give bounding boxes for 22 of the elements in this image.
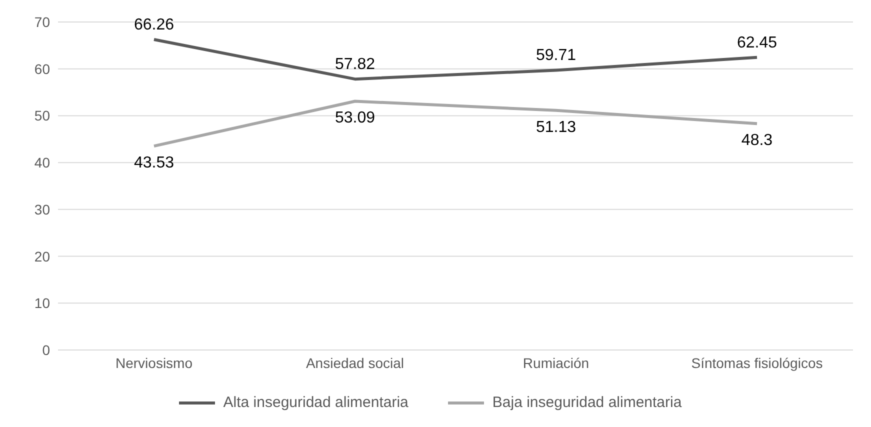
x-tick-label: Rumiación [522, 354, 590, 371]
legend-label: Alta inseguridad alimentaria [223, 394, 408, 411]
x-tick-label: Ansiedad social [306, 354, 404, 371]
y-tick-label: 50 [34, 108, 50, 124]
legend-label: Baja inseguridad alimentaria [492, 394, 682, 411]
y-tick-label: 20 [34, 248, 50, 264]
y-tick-label: 40 [34, 154, 50, 171]
y-tick-label: 30 [34, 201, 50, 218]
data-label: 59.71 [536, 47, 576, 64]
y-tick-label: 70 [34, 14, 50, 30]
data-label: 57.82 [334, 56, 376, 74]
x-tick-label: Síntomas fisiológicos [691, 354, 823, 371]
data-label: 51.13 [536, 118, 576, 136]
data-label: 53.09 [334, 110, 376, 127]
data-label: 43.53 [134, 154, 174, 172]
y-tick-label: 0 [42, 342, 50, 358]
data-label: 66.26 [134, 16, 174, 34]
x-tick-label: Nerviosismo [115, 354, 193, 371]
data-label: 48.3 [741, 132, 773, 150]
y-tick-label: 60 [34, 60, 50, 77]
data-label: 62.45 [736, 34, 778, 52]
y-tick-label: 10 [34, 295, 50, 312]
